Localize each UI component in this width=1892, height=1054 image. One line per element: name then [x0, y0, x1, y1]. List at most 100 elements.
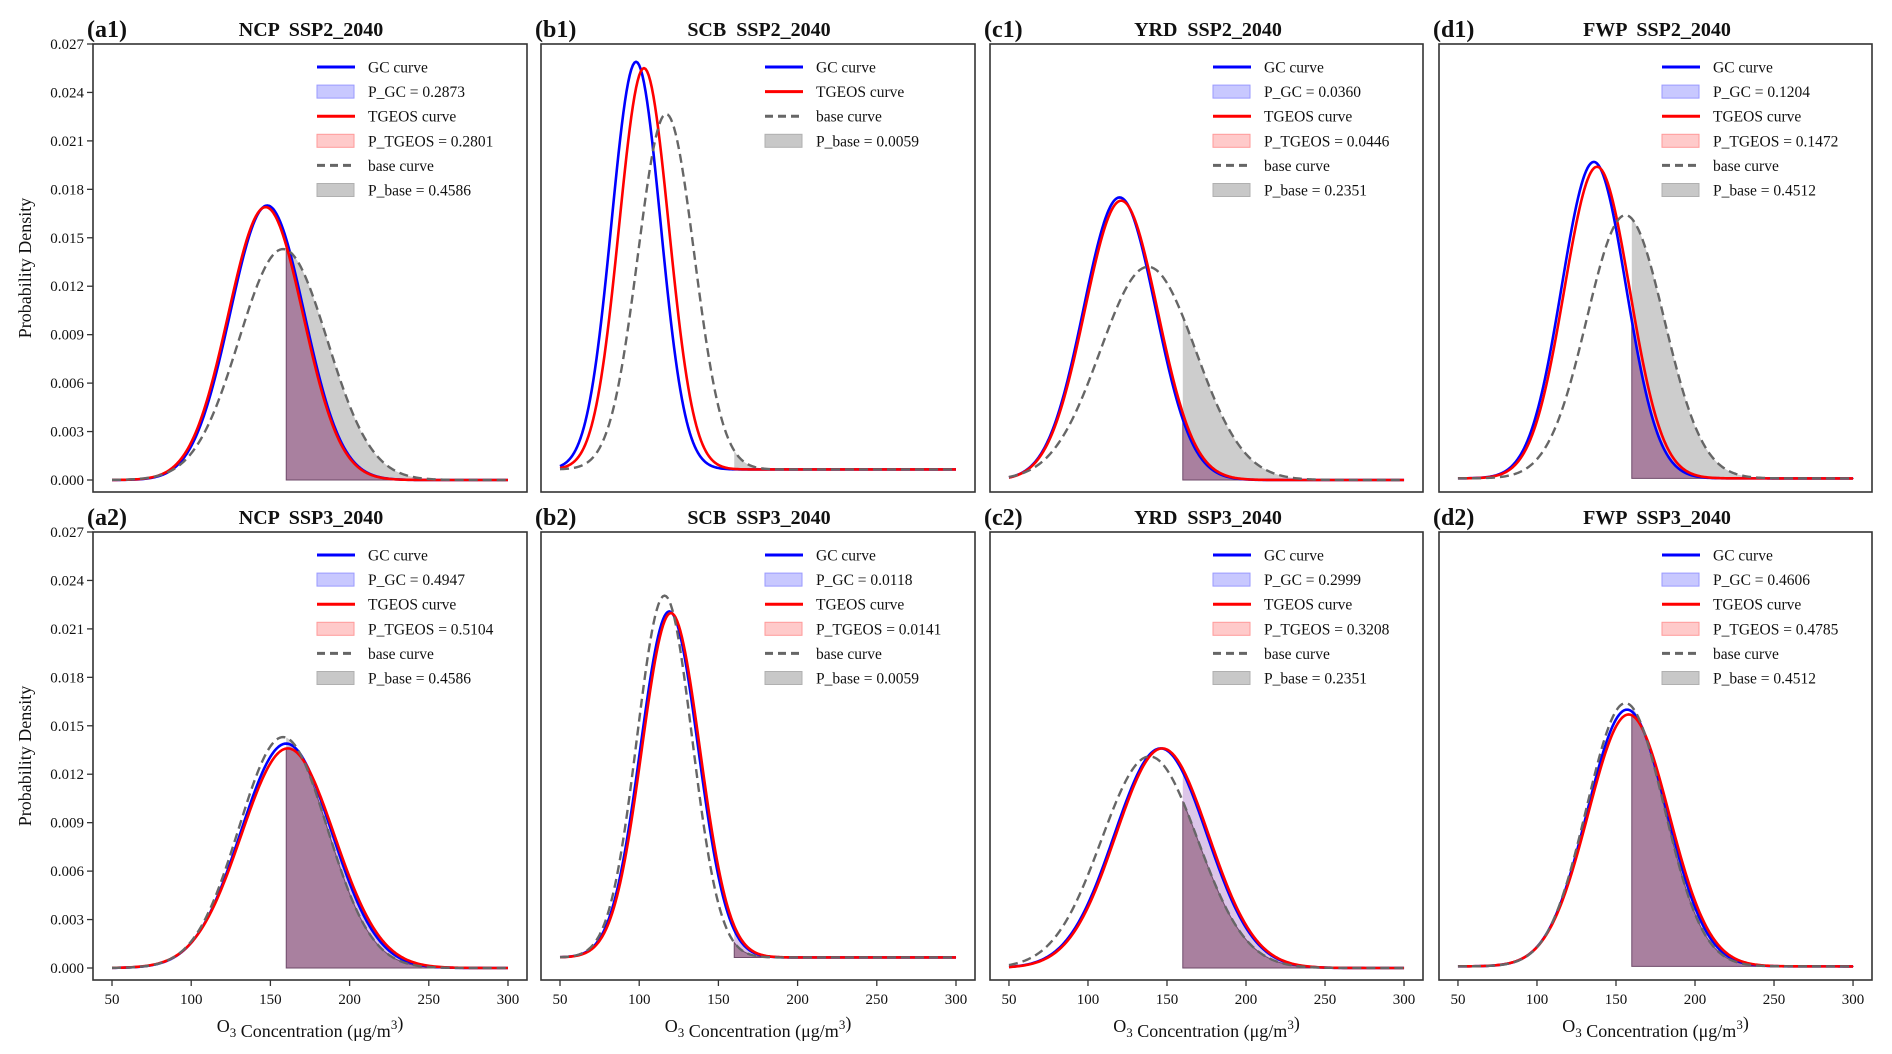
- legend-item: TGEOS curve: [1662, 597, 1801, 614]
- legend-patch-swatch: [1212, 621, 1251, 636]
- base-area-fill: [1182, 316, 1405, 480]
- legend-label: P_TGEOS = 0.3208: [1264, 621, 1390, 638]
- x-tick-label: 150: [707, 992, 730, 1008]
- legend-item: P_GC = 0.0118: [764, 572, 913, 589]
- x-axis-label-part: O: [217, 1016, 230, 1036]
- legend-label: TGEOS curve: [368, 597, 456, 614]
- legend-item: GC curve: [1213, 548, 1324, 565]
- axes-frame: [989, 43, 1424, 493]
- legend-item: base curve: [317, 646, 434, 663]
- legend-patch-swatch: [316, 183, 355, 197]
- legend-label: base curve: [368, 158, 434, 175]
- x-tick-label: 200: [1684, 992, 1707, 1008]
- legend-label: P_base = 0.0059: [816, 133, 919, 150]
- legend-item: GC curve: [1662, 60, 1773, 77]
- panel-label: (d2): [1433, 505, 1474, 531]
- base-curve-line: [111, 735, 508, 970]
- legend-item: P_base = 0.0059: [764, 133, 919, 150]
- y-tick-label: 0.024: [50, 573, 84, 589]
- y-tick-label: 0.012: [50, 767, 84, 783]
- panel-c1: (c1) YRD SSP2_2040 GC curve P_GC = 0.0360 TG…: [984, 17, 1424, 493]
- legend-label: GC curve: [368, 60, 428, 77]
- legend-item: TGEOS curve: [1662, 109, 1801, 126]
- x-axis-label-part: 3: [1126, 1025, 1133, 1040]
- x-axis-label-part: O: [1113, 1016, 1126, 1036]
- legend-label: P_TGEOS = 0.4785: [1713, 621, 1839, 638]
- legend-patch-swatch: [1661, 621, 1700, 636]
- legend-patch-swatch: [764, 621, 803, 636]
- axes-frame: [92, 43, 528, 493]
- legend-item: P_TGEOS = 0.0141: [764, 621, 941, 638]
- y-axis-label: Probability Density: [15, 686, 35, 827]
- legend-item: GC curve: [765, 548, 876, 565]
- legend-label: P_base = 0.2351: [1264, 671, 1367, 688]
- legend-label: base curve: [1264, 646, 1330, 663]
- x-tick-label: 250: [866, 992, 889, 1008]
- legend-patch-swatch: [1661, 572, 1700, 587]
- legend-patch-swatch: [1661, 183, 1700, 197]
- base-curve-line: [1008, 265, 1405, 482]
- panel-d1: (d1) FWP SSP2_2040 GC curve P_GC = 0.1204 TG…: [1433, 17, 1873, 493]
- panel-title: NCP SSP3_2040: [239, 507, 383, 529]
- legend-label: base curve: [368, 646, 434, 663]
- legend-label: P_base = 0.0059: [816, 671, 919, 688]
- legend-item: GC curve: [1213, 60, 1324, 77]
- base-area-fill: [1631, 218, 1854, 479]
- panel-title: NCP SSP2_2040: [239, 19, 383, 41]
- legend-label: P_TGEOS = 0.0446: [1264, 133, 1390, 150]
- x-axis-label-part: O: [1562, 1016, 1575, 1036]
- base-curve-line: [559, 112, 956, 471]
- legend-item: P_TGEOS = 0.1472: [1661, 133, 1838, 150]
- x-axis-label-part: 3: [230, 1025, 237, 1040]
- legend-patch-swatch: [1212, 572, 1251, 587]
- legend-label: P_GC = 0.4606: [1713, 572, 1810, 589]
- tgeos-curve-line: [559, 66, 956, 471]
- legend-item: base curve: [1662, 646, 1779, 663]
- legend-item: P_TGEOS = 0.3208: [1212, 621, 1390, 638]
- y-tick-label: 0.009: [50, 328, 84, 344]
- legend-patch-swatch: [1212, 183, 1251, 197]
- panel-label: (c1): [984, 17, 1023, 43]
- legend-item: TGEOS curve: [765, 597, 904, 614]
- legend-label: GC curve: [1713, 548, 1773, 565]
- legend-item: base curve: [765, 109, 882, 126]
- legend-label: P_GC = 0.0360: [1264, 84, 1361, 101]
- legend-label: base curve: [816, 109, 882, 126]
- x-axis-label-part: Concentration (μg/m: [236, 1021, 391, 1042]
- axes-frame: [92, 531, 528, 981]
- y-tick-label: 0.024: [50, 85, 84, 101]
- panel-label: (b2): [535, 505, 576, 531]
- x-tick-label: 200: [1235, 992, 1258, 1008]
- legend-label: base curve: [1713, 158, 1779, 175]
- tgeos-curve-line: [1008, 747, 1405, 970]
- axes-frame: [540, 531, 976, 981]
- legend-item: base curve: [765, 646, 882, 663]
- panel-label: (d1): [1433, 17, 1474, 43]
- x-tick-label: 150: [1605, 992, 1628, 1008]
- panel-title: YRD SSP2_2040: [1134, 19, 1282, 41]
- panel-label: (a2): [87, 505, 127, 531]
- legend-item: P_base = 0.2351: [1212, 671, 1367, 688]
- base-area-fill: [734, 450, 956, 470]
- legend-label: P_GC = 0.4947: [368, 572, 465, 589]
- base-curve-line: [559, 594, 956, 959]
- legend-label: GC curve: [1713, 60, 1773, 77]
- y-tick-label: 0.027: [50, 37, 84, 53]
- legend-item: P_base = 0.2351: [1212, 183, 1367, 200]
- y-tick-label: 0.012: [50, 279, 84, 295]
- y-tick-label: 0.015: [50, 231, 84, 247]
- legend-item: TGEOS curve: [317, 597, 456, 614]
- legend-item: TGEOS curve: [1213, 109, 1352, 126]
- x-axis-label: O3 Concentration (μg/m3): [665, 1013, 852, 1042]
- x-tick-label: 50: [105, 992, 120, 1008]
- gc-area-fill: [734, 929, 956, 958]
- legend-patch-swatch: [316, 671, 355, 685]
- axes-frame: [1438, 43, 1873, 493]
- legend-item: P_base = 0.4512: [1661, 183, 1816, 200]
- legend-item: GC curve: [317, 548, 428, 565]
- legend-item: P_base = 0.4586: [316, 671, 471, 688]
- panel-title: FWP SSP2_2040: [1583, 19, 1731, 41]
- legend-label: P_base = 0.4512: [1713, 183, 1816, 200]
